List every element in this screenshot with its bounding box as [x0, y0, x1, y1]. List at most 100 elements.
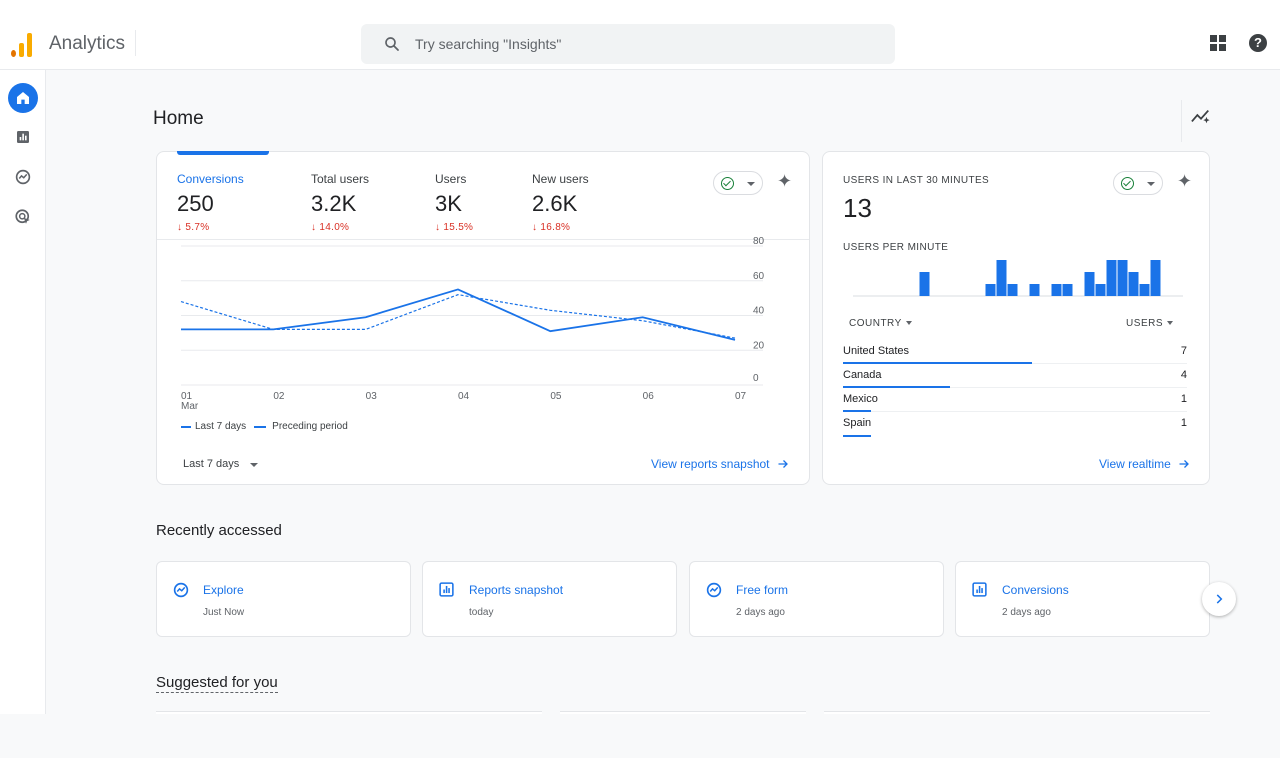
legend-solid-swatch	[181, 425, 191, 428]
recent-item-card[interactable]: Conversions 2 days ago	[955, 561, 1210, 637]
caret-down-icon	[905, 321, 912, 326]
recent-item-time: Just Now	[203, 607, 245, 618]
next-button[interactable]	[1202, 582, 1236, 616]
table-row[interactable]: Mexico 1	[843, 388, 1187, 412]
realtime-card: USERS IN LAST 30 MINUTES 13 ✦ USERS PER …	[822, 151, 1210, 485]
x-sublabel: Mar	[181, 401, 199, 412]
divider	[135, 30, 136, 56]
recent-item-time: 2 days ago	[736, 607, 785, 618]
legend-item-preceding: Preceding period	[272, 421, 348, 432]
series-line-current	[181, 288, 736, 341]
recent-item-card[interactable]: Free form 2 days ago	[689, 561, 944, 637]
x-tick-label: 05	[550, 391, 562, 402]
overview-card: Conversions 250 ↓ 5.7% Total users 3.2K …	[156, 151, 810, 485]
legend-dashed-swatch	[254, 425, 267, 428]
users-count: 4	[1180, 369, 1187, 381]
recent-item-time: today	[469, 607, 494, 618]
table-row[interactable]: United States 7	[843, 340, 1187, 364]
recent-item-title: Free form	[736, 583, 789, 597]
check-circle-icon	[721, 177, 734, 190]
users-column-header[interactable]: USERS	[1126, 318, 1173, 329]
nav-explore-button[interactable]	[8, 162, 38, 192]
recent-item-title: Reports snapshot	[469, 583, 564, 597]
recent-item-title: Explore	[203, 583, 244, 597]
minute-bar	[1062, 284, 1073, 296]
nav-advertising-button[interactable]	[8, 202, 38, 232]
explore-icon	[173, 582, 189, 598]
help-icon[interactable]: ?	[1249, 34, 1267, 52]
comparison-dropdown[interactable]	[1113, 171, 1163, 195]
realtime-subheading: USERS PER MINUTE	[843, 242, 949, 253]
share-bar	[843, 386, 950, 388]
x-tick-label: 02	[273, 391, 285, 402]
minute-bar	[1117, 260, 1128, 296]
line-chart: 0 20 40 60 80 01 02 03 04 05 06 07 Mar	[180, 236, 765, 412]
minute-bar	[919, 272, 930, 296]
suggested-card[interactable]	[824, 711, 1210, 714]
y-tick-label: 40	[753, 306, 765, 317]
arrow-right-icon	[1179, 460, 1189, 468]
series-line-preceding	[180, 294, 736, 339]
caret-down-icon	[747, 182, 755, 186]
recent-item-card[interactable]: Reports snapshot today	[422, 561, 677, 637]
chevron-right-icon	[1216, 594, 1223, 604]
reports-icon	[439, 582, 454, 597]
table-row[interactable]: Canada 4	[843, 364, 1187, 388]
reports-icon	[972, 582, 987, 597]
metric-delta: ↓ 16.8%	[532, 222, 571, 233]
x-tick-label: 03	[366, 391, 378, 402]
suggested-card[interactable]	[560, 711, 806, 714]
metric-tab-users[interactable]: Users 3K ↓ 15.5%	[435, 172, 473, 233]
top-bar: Analytics Try searching "Insights" ?	[0, 0, 1280, 70]
divider	[1181, 100, 1182, 142]
view-reports-snapshot-link[interactable]: View reports snapshot	[651, 457, 789, 471]
sparkle-icon[interactable]: ✦	[777, 171, 793, 191]
nav-home-button[interactable]	[8, 83, 38, 113]
nav-reports-button[interactable]	[8, 122, 38, 152]
recent-item-card[interactable]: Explore Just Now	[156, 561, 411, 637]
table-row[interactable]: Spain 1	[843, 412, 1187, 437]
sparkle-icon[interactable]: ✦	[1177, 171, 1193, 191]
metric-label: New users	[532, 172, 589, 186]
metric-delta: ↓ 15.5%	[435, 222, 474, 233]
analytics-logo-icon[interactable]	[11, 31, 33, 57]
comparison-dropdown[interactable]	[713, 171, 763, 195]
metric-tab-total-users[interactable]: Total users 3.2K ↓ 14.0%	[311, 172, 369, 233]
x-tick-label: 04	[458, 391, 470, 402]
metric-value: 2.6K	[532, 191, 578, 216]
explore-icon	[706, 582, 722, 598]
legend-item-current: Last 7 days	[195, 421, 247, 432]
suggested-title[interactable]: Suggested for you	[156, 674, 278, 693]
users-count: 1	[1180, 393, 1187, 405]
metric-tab-conversions[interactable]: Conversions 250 ↓ 5.7%	[177, 172, 244, 233]
minute-bar	[996, 260, 1007, 296]
users-count: 1	[1180, 417, 1187, 429]
suggested-card[interactable]	[156, 711, 542, 714]
caret-down-icon	[1167, 321, 1173, 326]
metric-tab-new-users[interactable]: New users 2.6K ↓ 16.8%	[532, 172, 589, 233]
country-name: Spain	[843, 417, 872, 429]
minute-bar	[1029, 284, 1040, 296]
recently-accessed-title: Recently accessed	[156, 522, 282, 539]
insights-icon[interactable]	[1190, 106, 1212, 126]
caret-down-icon[interactable]	[250, 463, 258, 467]
arrow-right-icon	[778, 460, 788, 468]
date-range-dropdown[interactable]: Last 7 days	[183, 458, 240, 470]
country-name: United States	[843, 345, 910, 357]
country-column-header[interactable]: COUNTRY	[849, 318, 912, 329]
share-bar	[843, 410, 871, 412]
search-input[interactable]: Try searching "Insights"	[361, 24, 895, 64]
view-realtime-link[interactable]: View realtime	[1099, 457, 1190, 471]
reports-icon	[17, 131, 29, 143]
recent-item-time: 2 days ago	[1002, 607, 1051, 618]
search-placeholder: Try searching "Insights"	[415, 36, 562, 52]
users-count: 7	[1180, 345, 1187, 357]
left-nav	[0, 70, 46, 757]
apps-grid-icon[interactable]	[1210, 35, 1226, 51]
y-tick-label: 0	[753, 373, 759, 384]
minute-bar	[1084, 272, 1095, 296]
app-title[interactable]: Analytics	[49, 33, 126, 54]
users-per-minute-bar-chart	[853, 260, 1183, 297]
metric-delta: ↓ 5.7%	[177, 222, 210, 233]
explore-icon	[15, 169, 31, 185]
